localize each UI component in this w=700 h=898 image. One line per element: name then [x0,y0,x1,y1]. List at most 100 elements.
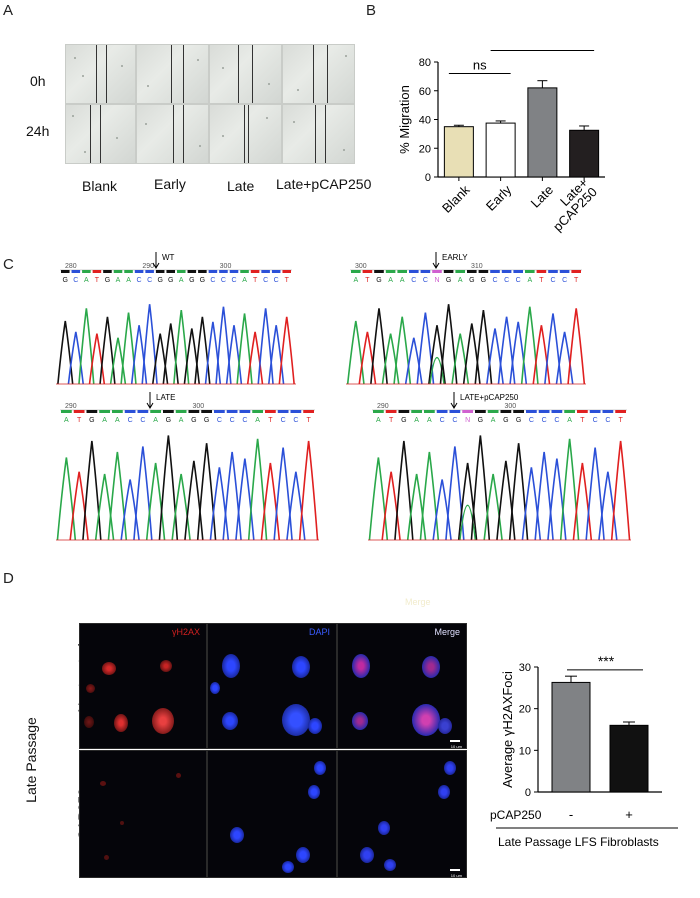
base-letter: T [389,417,394,424]
base-letter: T [77,417,82,424]
base-color-cell [501,270,512,273]
base-color-cell [436,410,448,413]
base-color-cell [487,410,499,413]
trace-label: LATE [156,393,175,402]
base-letter: C [529,417,534,424]
base-letter: A [153,417,158,424]
base-letter: A [179,417,184,424]
peak [474,309,493,385]
base-color-cell [134,270,144,273]
base-letter: G [376,277,381,284]
base-color-cell [490,270,500,273]
base-letter: C [492,277,497,284]
base-letter: A [116,277,121,284]
base-color-cell [155,270,165,273]
base-letter: C [217,417,222,424]
base-letter: C [147,277,152,284]
micrograph-merge-pcap250: 10 μm [337,750,467,878]
peak [370,308,388,385]
micrograph-h2ax-nontreated: γH2AX [79,623,207,749]
base-color-cell [187,270,197,273]
peak [470,435,491,541]
mutation-arrow-head [152,262,160,269]
base-letter: N [434,277,439,284]
peak [559,438,580,541]
base-color-cell [166,270,175,273]
peak [257,308,274,385]
y-tick-label: 20 [419,143,431,155]
base-color-cell [208,270,218,273]
base-color-cell [303,410,314,413]
base-color-cell [86,410,98,413]
ruler-number: 290 [377,403,389,410]
base-color-cell [525,270,535,273]
base-letter: C [210,277,215,284]
base-letter: C [137,277,142,284]
base-letter: A [255,417,260,424]
ruler-number: 300 [220,263,232,270]
base-color-cell [449,410,461,413]
base-color-cell [548,270,558,273]
base-letter: C [230,417,235,424]
base-color-cell [219,270,228,273]
base-color-cell [589,410,601,413]
base-letter: G [516,417,521,424]
peak [133,446,153,541]
y-tick-label: 80 [419,57,431,69]
base-color-cell [112,410,123,413]
base-color-cell [103,270,112,273]
row-label: pCAP250 [490,808,542,822]
base-letter: A [242,277,247,284]
peak [120,479,140,541]
base-color-cell [239,410,251,413]
base-letter: C [242,417,247,424]
base-color-cell [261,270,270,273]
base-color-cell [432,270,442,273]
base-color-cell [455,270,465,273]
base-letter: C [554,417,559,424]
base-color-cell [536,270,547,273]
mutation-arrow-head [432,262,440,269]
base-color-cell [61,270,70,273]
migration-bar-chart: 0 20 40 60 80 % Migration Blank Early Late Late+p… [397,45,605,234]
base-letter: G [200,277,205,284]
base-color-cell [462,410,473,413]
base-letter: A [84,277,89,284]
base-letter: C [440,417,445,424]
trace-label: LATE+pCAP250 [460,393,519,402]
base-letter: C [605,417,610,424]
scale-bar-label-row2: 10 μm [450,873,462,878]
channel-label-merge: Merge [434,627,460,637]
base-color-cell [175,410,187,413]
peak [610,440,631,541]
base-letter: G [189,277,194,284]
late-passage-label: Late Passage [23,717,39,803]
x-tick-label: Early [483,182,515,214]
peak [78,308,95,385]
scratch-image-blank-0h [65,44,136,104]
base-color-cell [615,410,626,413]
peak [567,308,586,385]
base-color-cell [385,270,396,273]
base-color-cell [113,270,123,273]
base-letter: A [414,417,419,424]
bar-1 [609,724,649,793]
base-color-cell [398,410,410,413]
base-letter: G [89,417,94,424]
y-tick-label: 40 [419,115,431,127]
base-letter: T [365,277,370,284]
y-tick-label: 30 [519,662,531,674]
bar-0 [443,126,474,178]
significance-label: ** [558,45,569,52]
base-letter: T [539,277,544,284]
base-color-cell [513,410,524,413]
base-color-cell [282,270,291,273]
base-color-cell [99,410,110,413]
bar-3 [569,129,600,178]
base-color-cell [467,270,477,273]
base-letter: A [458,277,463,284]
base-letter: C [542,417,547,424]
scratch-image-early-24h [136,104,209,164]
